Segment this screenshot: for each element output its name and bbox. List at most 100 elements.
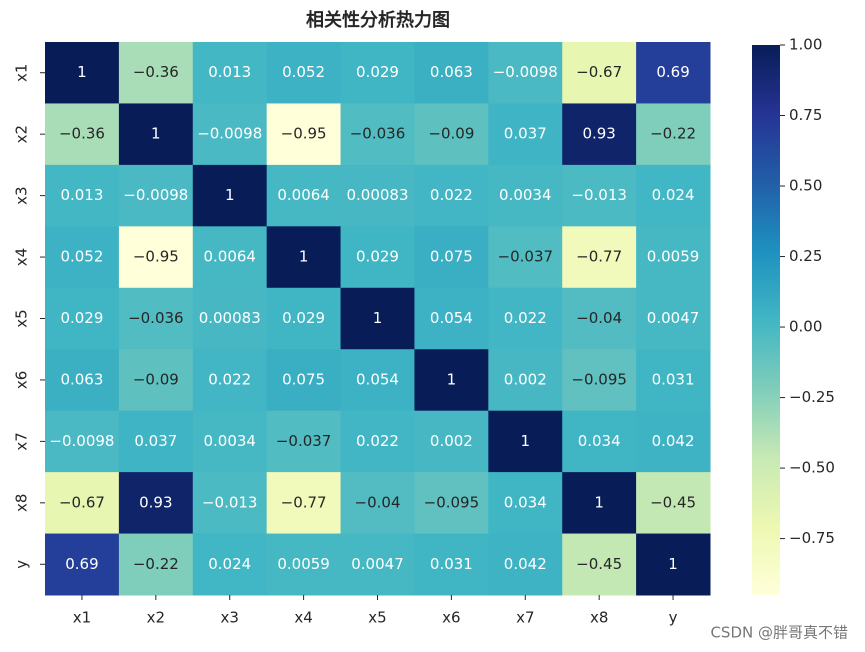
heatmap-cell bbox=[118, 472, 194, 535]
colorbar-tick-label: 0.50 bbox=[789, 177, 822, 195]
heatmap-cell bbox=[414, 103, 489, 166]
cell-label: 0.0047 bbox=[647, 309, 700, 327]
heatmap-cell bbox=[118, 164, 194, 227]
cell-label: −0.0098 bbox=[493, 63, 558, 81]
cell-label: 0.93 bbox=[582, 125, 615, 143]
cell-label: 1 bbox=[77, 63, 87, 81]
heatmap-cell bbox=[192, 42, 268, 104]
cell-label: −0.45 bbox=[576, 555, 622, 573]
heatmap-cell bbox=[266, 103, 342, 166]
heatmap-cell bbox=[45, 103, 120, 166]
heatmap-cell bbox=[488, 533, 563, 596]
cell-label: 0.0034 bbox=[203, 432, 256, 450]
heatmap-cell bbox=[192, 226, 268, 289]
cell-label: −0.67 bbox=[59, 493, 105, 511]
cell-label: 0.013 bbox=[208, 63, 251, 81]
cell-label: −0.22 bbox=[133, 555, 179, 573]
heatmap-cell bbox=[636, 164, 711, 227]
heatmap-cell bbox=[562, 287, 637, 350]
heatmap-cell bbox=[488, 349, 563, 412]
y-tick-label: x2 bbox=[13, 125, 31, 143]
heatmap-cell bbox=[488, 472, 563, 535]
heatmap-cell bbox=[414, 226, 489, 289]
x-tick-label: x4 bbox=[294, 609, 312, 627]
heatmap-cell bbox=[340, 42, 415, 104]
cell-label: −0.0098 bbox=[123, 186, 188, 204]
colorbar bbox=[752, 45, 780, 595]
heatmap-cell bbox=[562, 103, 637, 166]
heatmap-cell bbox=[562, 164, 637, 227]
heatmap-cell bbox=[340, 287, 415, 350]
heatmap-cell bbox=[118, 287, 194, 350]
cell-label: −0.67 bbox=[576, 63, 622, 81]
y-tick-label: y bbox=[13, 560, 31, 569]
heatmap-cell bbox=[266, 164, 342, 227]
cell-label: 0.075 bbox=[282, 370, 325, 388]
cell-label: −0.0098 bbox=[49, 432, 114, 450]
cell-label: 0.002 bbox=[504, 370, 547, 388]
x-tick-label: y bbox=[669, 609, 678, 627]
heatmap-cell bbox=[636, 226, 711, 289]
heatmap-cell bbox=[118, 103, 194, 166]
heatmap-cell bbox=[414, 533, 489, 596]
cell-label: 0.0034 bbox=[499, 186, 552, 204]
cell-label: 1 bbox=[447, 370, 457, 388]
heatmap-cell bbox=[488, 42, 563, 104]
heatmap-cell bbox=[636, 410, 711, 473]
y-tick-label: x3 bbox=[13, 186, 31, 204]
heatmap-cell bbox=[45, 226, 120, 289]
cell-label: 1 bbox=[225, 186, 235, 204]
cell-label: 0.022 bbox=[504, 309, 547, 327]
cell-label: 1 bbox=[299, 248, 309, 266]
heatmap-cell bbox=[340, 226, 415, 289]
heatmap-cell bbox=[45, 349, 120, 412]
cell-label: 0.0059 bbox=[647, 248, 700, 266]
cell-label: 0.0047 bbox=[351, 555, 404, 573]
cell-label: 0.037 bbox=[134, 432, 177, 450]
colorbar-tick-label: −0.75 bbox=[789, 529, 835, 547]
y-tick-label: x1 bbox=[13, 64, 31, 82]
heatmap-cell bbox=[192, 349, 268, 412]
heatmap-cell bbox=[562, 226, 637, 289]
y-tick-label: x5 bbox=[13, 309, 31, 327]
heatmap-cell bbox=[118, 226, 194, 289]
cell-label: −0.95 bbox=[281, 125, 327, 143]
colorbar-tick-label: 0.75 bbox=[789, 106, 822, 124]
cell-label: 1 bbox=[373, 309, 383, 327]
heatmap-cell bbox=[340, 472, 415, 535]
cell-label: 0.022 bbox=[356, 432, 399, 450]
cell-label: 0.037 bbox=[504, 125, 547, 143]
heatmap-cell bbox=[414, 164, 489, 227]
heatmap-cell bbox=[266, 472, 342, 535]
colorbar-tick-label: 1.00 bbox=[789, 36, 822, 54]
heatmap-cell bbox=[45, 164, 120, 227]
heatmap-cell bbox=[636, 472, 711, 535]
cell-label: 1 bbox=[151, 125, 161, 143]
heatmap-cell bbox=[118, 410, 194, 473]
cell-label: −0.036 bbox=[350, 125, 406, 143]
heatmap-cell bbox=[636, 533, 711, 596]
cell-label: 0.0064 bbox=[277, 186, 330, 204]
y-tick-label: x6 bbox=[13, 371, 31, 389]
heatmap-cell bbox=[45, 42, 120, 104]
cell-label: 0.054 bbox=[356, 370, 399, 388]
cell-label: 0.69 bbox=[656, 63, 689, 81]
heatmap-cell bbox=[192, 164, 268, 227]
cell-label: 0.022 bbox=[430, 186, 473, 204]
heatmap-cell bbox=[192, 287, 268, 350]
heatmap-cell bbox=[562, 410, 637, 473]
heatmap-cell bbox=[266, 42, 342, 104]
cell-label: 0.029 bbox=[60, 309, 103, 327]
cell-label: 0.024 bbox=[652, 186, 695, 204]
cell-label: 0.013 bbox=[60, 186, 103, 204]
heatmap-cell bbox=[636, 103, 711, 166]
heatmap-cell bbox=[414, 349, 489, 412]
heatmap-cell bbox=[414, 287, 489, 350]
cell-label: 0.002 bbox=[430, 432, 473, 450]
heatmap-cell bbox=[118, 533, 194, 596]
heatmap-cell bbox=[562, 42, 637, 104]
x-tick-label: x1 bbox=[73, 609, 91, 627]
heatmap-cell bbox=[266, 226, 342, 289]
cell-label: 0.69 bbox=[65, 555, 98, 573]
